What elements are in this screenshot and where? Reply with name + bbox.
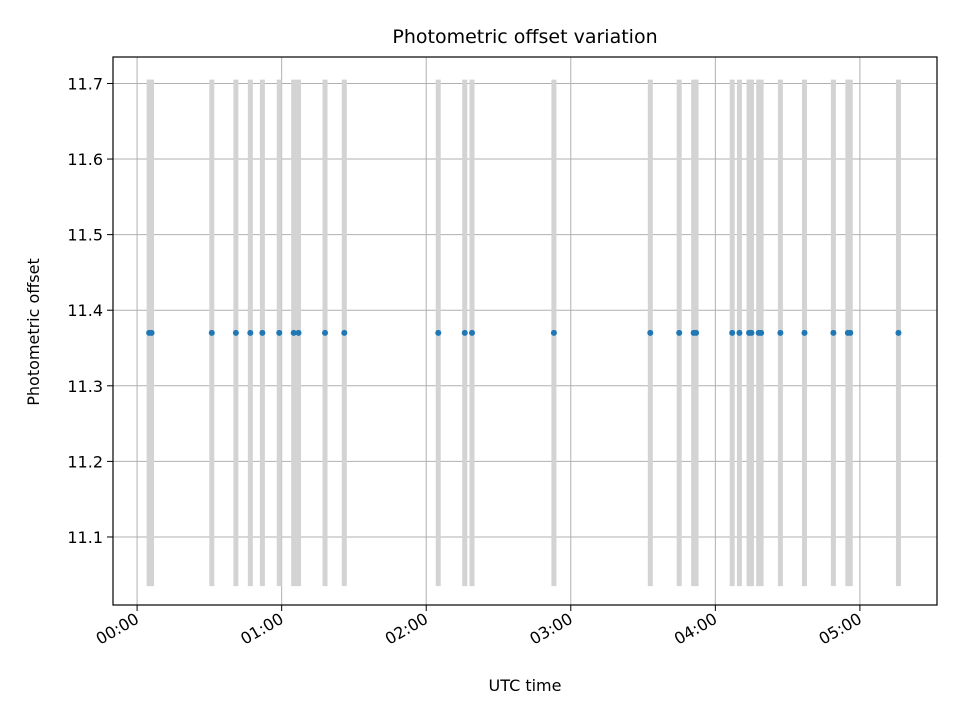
- chart-title: Photometric offset variation: [392, 26, 657, 48]
- x-tick-label: 04:00: [671, 609, 720, 649]
- data-point: [801, 329, 808, 336]
- x-tick-label: 01:00: [237, 609, 286, 649]
- data-point: [232, 329, 239, 336]
- y-tick-label: 11.7: [67, 74, 103, 93]
- x-tick-label: 03:00: [526, 609, 575, 649]
- y-tick-label: 11.3: [67, 377, 103, 396]
- data-point: [322, 329, 329, 336]
- data-point: [676, 329, 683, 336]
- data-point: [435, 329, 442, 336]
- x-tick-label: 02:00: [382, 609, 431, 649]
- data-point: [830, 329, 837, 336]
- data-point: [148, 329, 155, 336]
- data-point: [295, 329, 302, 336]
- data-point: [647, 329, 654, 336]
- data-point: [748, 329, 755, 336]
- y-tick-label: 11.5: [67, 226, 103, 245]
- data-points: [146, 329, 902, 336]
- data-point: [777, 329, 784, 336]
- data-point: [276, 329, 283, 336]
- x-tick-label: 05:00: [815, 609, 864, 649]
- data-point: [259, 329, 266, 336]
- data-point: [550, 329, 557, 336]
- data-point: [290, 329, 297, 336]
- data-point: [461, 329, 468, 336]
- y-tick-label: 11.6: [67, 150, 103, 169]
- y-axis-ticks: 11.1 11.2 11.3 11.4 11.5 11.6 11.7: [67, 74, 113, 547]
- data-point: [847, 329, 854, 336]
- data-point: [208, 329, 215, 336]
- data-point: [895, 329, 902, 336]
- y-tick-label: 11.1: [67, 528, 103, 547]
- y-tick-label: 11.4: [67, 301, 103, 320]
- data-point: [693, 329, 700, 336]
- y-tick-label: 11.2: [67, 452, 103, 471]
- plot-frame: [112, 56, 938, 606]
- data-point: [729, 329, 736, 336]
- data-point: [736, 329, 743, 336]
- x-axis-label: UTC time: [489, 676, 562, 695]
- x-axis-ticks: 00:00 01:00 02:00 03:00 04:00 05:00: [93, 605, 865, 649]
- data-point: [758, 329, 765, 336]
- data-point: [468, 329, 475, 336]
- y-axis-label: Photometric offset: [24, 258, 43, 406]
- data-point: [341, 329, 348, 336]
- x-tick-label: 00:00: [93, 609, 142, 649]
- data-point: [247, 329, 254, 336]
